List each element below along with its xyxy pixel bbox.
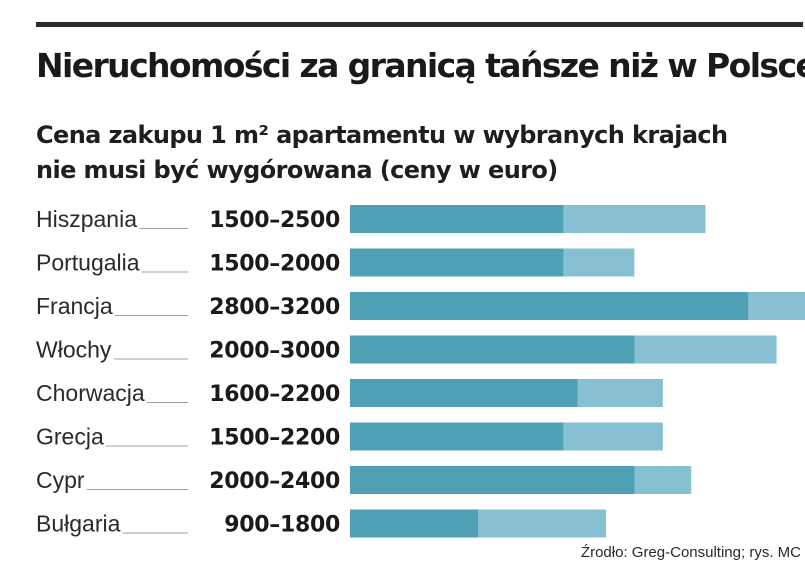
- label-background: [35, 380, 147, 410]
- range-label: 2000–2400: [209, 469, 340, 494]
- bar-min: [350, 422, 564, 451]
- label-background: [35, 206, 140, 236]
- subtitle-line-1: Cena zakupu 1 m² apartamentu w wybranych…: [36, 121, 728, 149]
- top-rule: [36, 22, 803, 27]
- category-label: Chorwacja: [36, 380, 145, 406]
- bar-min: [350, 379, 578, 407]
- label-background: [35, 467, 87, 497]
- subtitle-line-2: nie musi być wygórowana (ceny w euro): [36, 156, 558, 184]
- label-background: [35, 249, 142, 280]
- label-background: [35, 423, 106, 454]
- category-label: Portugalia: [36, 250, 140, 276]
- range-label: 2000–3000: [209, 339, 340, 364]
- label-background: [35, 510, 123, 541]
- bar-min: [350, 292, 749, 320]
- bar-min: [350, 335, 635, 364]
- bar-min: [350, 248, 564, 277]
- source-note: Źrodło: Greg-Consulting; rys. MC: [580, 544, 801, 561]
- category-label: Grecja: [36, 424, 104, 450]
- range-label: 1500–2000: [209, 252, 340, 277]
- category-label: Francja: [36, 293, 113, 319]
- range-label: 1600–2200: [209, 382, 340, 407]
- range-label: 900–1800: [224, 513, 340, 538]
- range-label: 1500–2200: [209, 426, 340, 451]
- chart-subtitle: Cena zakupu 1 m² apartamentu w wybranych…: [36, 118, 728, 188]
- bar-min: [350, 466, 635, 494]
- category-label: Bułgaria: [36, 511, 121, 537]
- range-label: 2800–3200: [209, 295, 340, 320]
- category-label: Cypr: [36, 467, 85, 493]
- label-background: [35, 293, 115, 323]
- bar-min: [350, 509, 478, 538]
- label-background: [35, 336, 114, 367]
- bar-min: [350, 205, 564, 233]
- range-label: 1500–2500: [209, 208, 340, 233]
- category-label: Hiszpania: [36, 206, 137, 232]
- category-label: Włochy: [36, 337, 112, 363]
- chart-title: Nieruchomości za granicą tańsze niż w Po…: [36, 46, 805, 85]
